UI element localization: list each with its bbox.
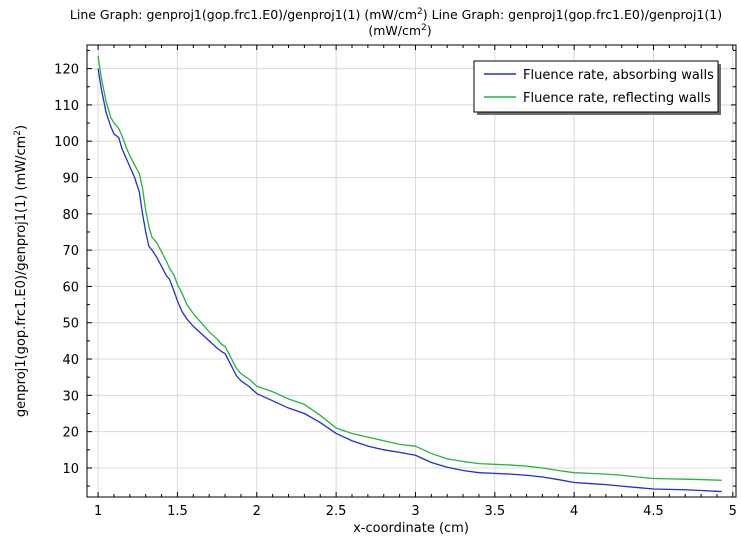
legend-label-absorbing: Fluence rate, absorbing walls (523, 68, 714, 83)
y-tick-label: 10 (62, 462, 79, 477)
x-axis-ticks: 1 1.5 2 2.5 3 3.5 4 4.5 5 (94, 45, 737, 519)
y-axis-title: genproj1(gop.frc1.E0)/genproj1(1) (mW/cm… (13, 125, 29, 417)
y-tick-label: 110 (54, 99, 79, 114)
series-line-absorbing (97, 68, 722, 493)
x-tick-label: 5 (729, 504, 737, 519)
chart-title-line-1: Line Graph: genproj1(gop.frc1.E0)/genpro… (70, 7, 722, 22)
x-tick-label: 2.5 (326, 504, 347, 519)
y-tick-label: 80 (62, 208, 79, 223)
x-tick-label: 4.5 (643, 504, 664, 519)
y-tick-label: 30 (62, 389, 79, 404)
y-tick-label: 100 (54, 135, 79, 150)
y-tick-label: 90 (62, 172, 79, 187)
x-tick-label: 4 (570, 504, 578, 519)
plot-frame (86, 44, 737, 498)
chart-title-line-2: (mW/cm2) (368, 23, 431, 38)
series-lines (97, 55, 722, 493)
y-tick-label: 120 (54, 63, 79, 78)
y-tick-label: 40 (62, 353, 79, 368)
x-tick-label: 1 (94, 504, 102, 519)
legend-box (473, 60, 719, 113)
y-tick-label: 70 (62, 244, 79, 259)
y-tick-label: 60 (62, 280, 79, 295)
y-axis-ticks: 10 20 30 40 50 60 70 80 90 100 110 120 (54, 49, 736, 487)
x-tick-label: 1.5 (167, 504, 188, 519)
series-line-reflecting (97, 55, 722, 481)
y-tick-label: 50 (62, 317, 79, 332)
legend: Fluence rate, absorbing walls Fluence ra… (473, 60, 721, 115)
plot-background (87, 45, 736, 497)
x-axis-title: x-coordinate (cm) (353, 521, 469, 536)
x-tick-label: 2 (253, 504, 261, 519)
x-tick-label: 3.5 (484, 504, 505, 519)
legend-label-reflecting: Fluence rate, reflecting walls (523, 91, 711, 106)
y-tick-label: 20 (62, 426, 79, 441)
x-tick-label: 3 (411, 504, 419, 519)
